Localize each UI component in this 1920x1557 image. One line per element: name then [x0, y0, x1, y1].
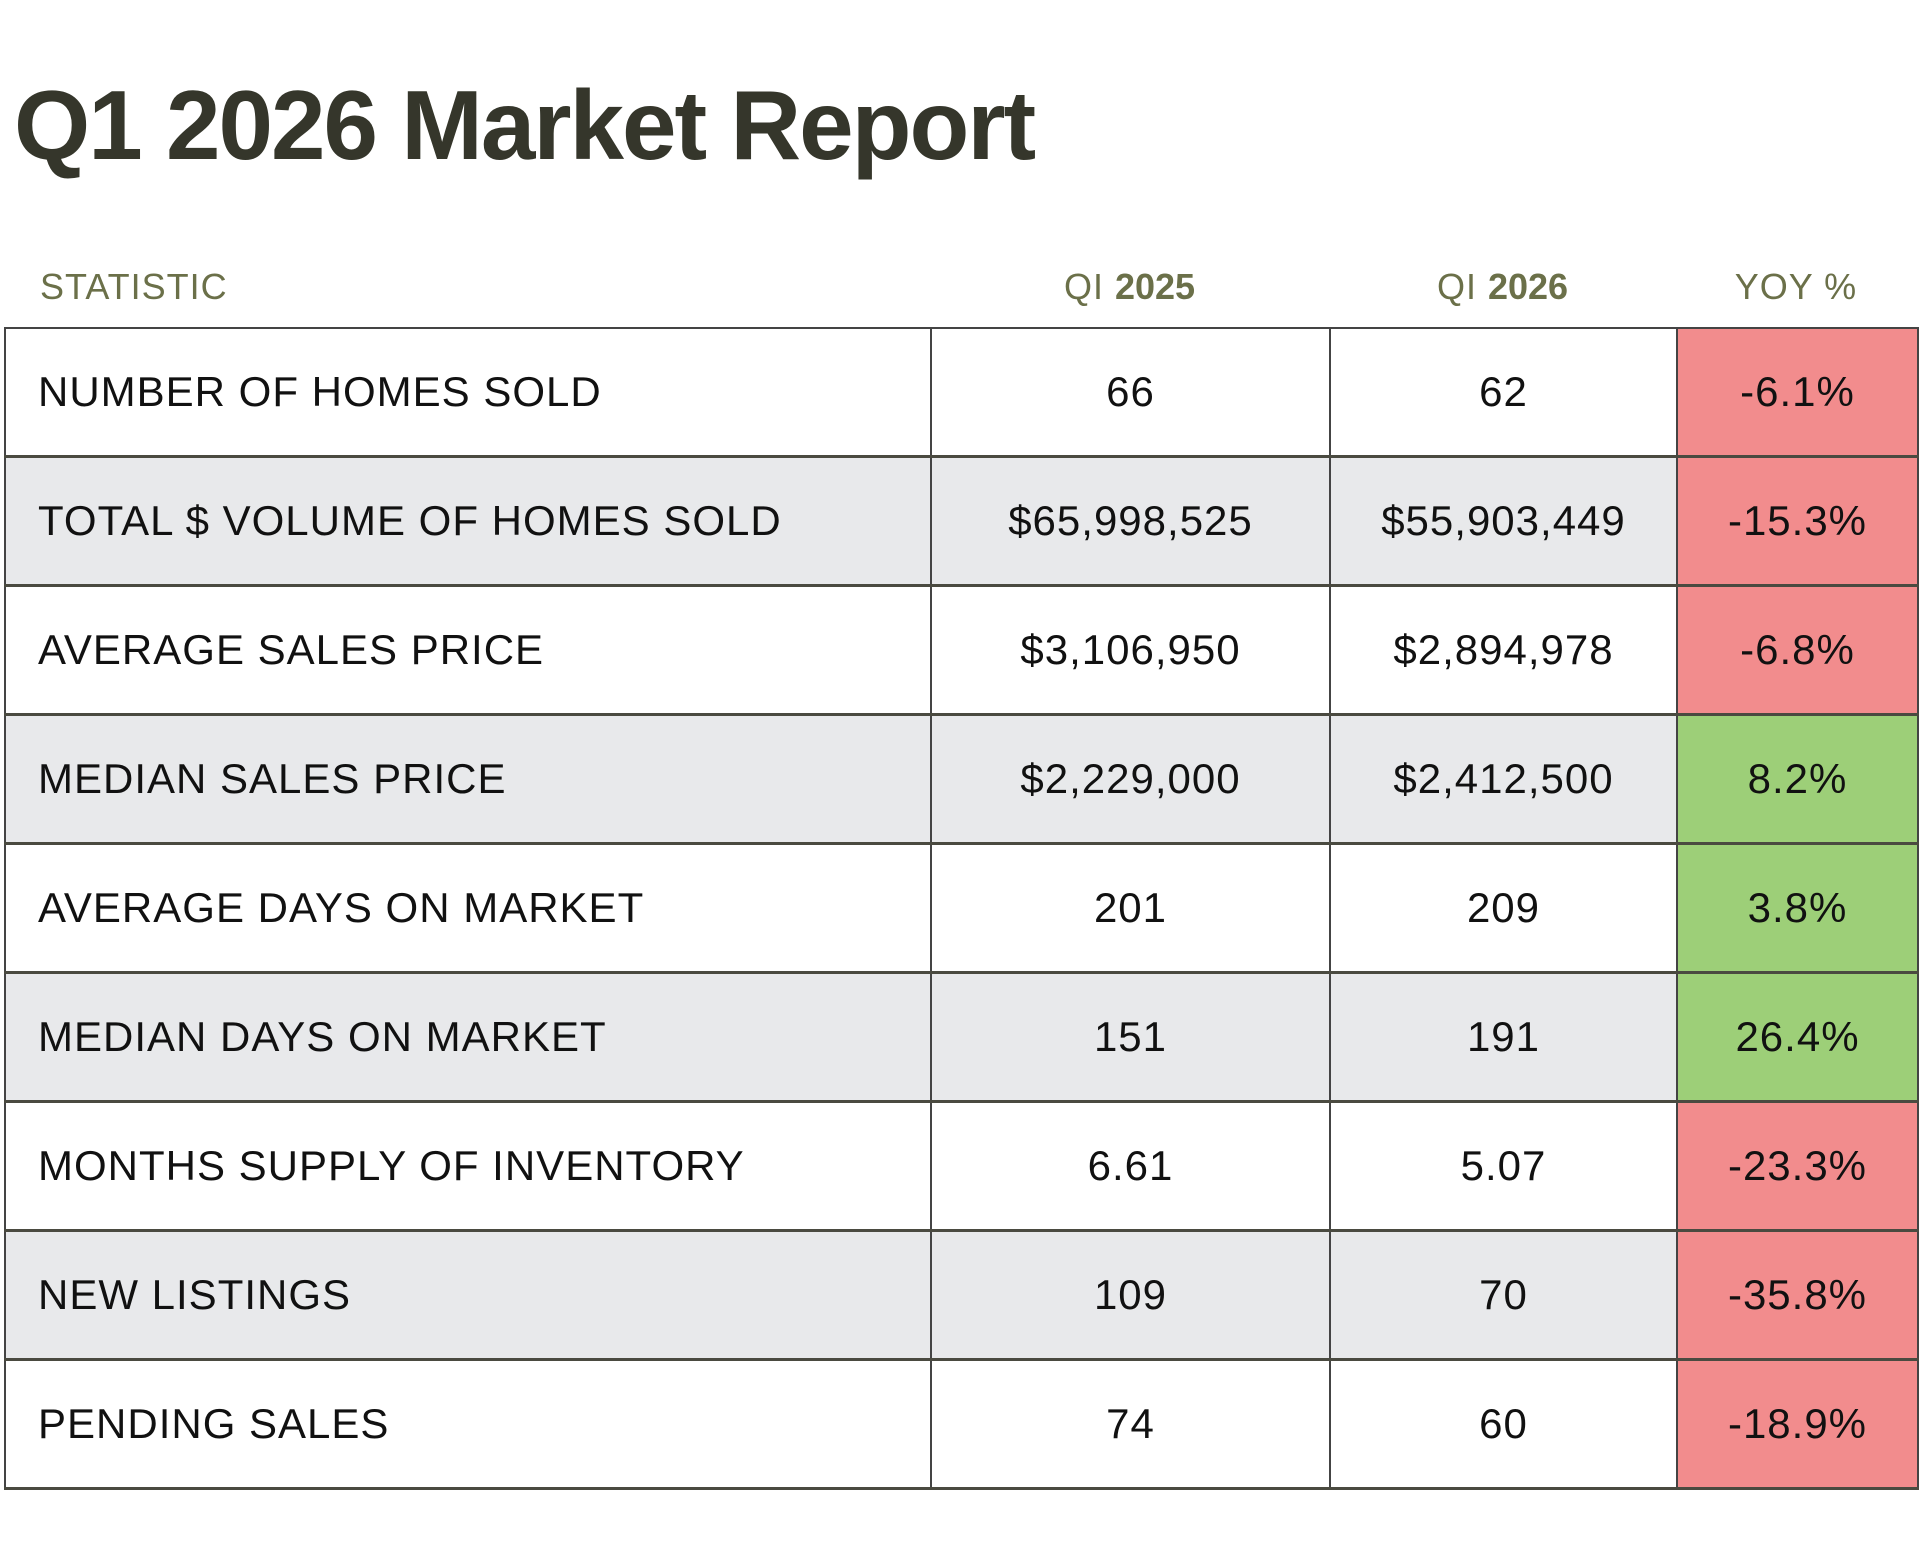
q1-2026-value: $2,412,500	[1329, 713, 1678, 845]
q1-2025-value: $3,106,950	[930, 584, 1331, 716]
column-header-statistic: STATISTIC	[40, 266, 228, 307]
table-row: TOTAL $ VOLUME OF HOMES SOLD $65,998,525 $…	[4, 455, 1919, 587]
q1-2026-value: 60	[1329, 1358, 1678, 1490]
table-row: PENDING SALES 74 60 -18.9%	[4, 1358, 1919, 1490]
table-row: MONTHS SUPPLY OF INVENTORY 6.61 5.07 -23.3%	[4, 1100, 1919, 1232]
yoy-change-value: -15.3%	[1676, 455, 1919, 587]
q1-2025-value: 201	[930, 842, 1331, 974]
column-header-q1-2026-year: 2026	[1487, 266, 1569, 307]
statistic-label: AVERAGE DAYS ON MARKET	[4, 842, 932, 974]
q1-2026-value: 5.07	[1329, 1100, 1678, 1232]
statistic-label: PENDING SALES	[4, 1358, 932, 1490]
column-header-q1-2025-year: 2025	[1114, 266, 1196, 307]
statistic-label: NEW LISTINGS	[4, 1229, 932, 1361]
column-header-q1-2025-prefix: QI	[1063, 266, 1115, 307]
table-row: MEDIAN DAYS ON MARKET 151 191 26.4%	[4, 971, 1919, 1103]
q1-2026-value: $55,903,449	[1329, 455, 1678, 587]
q1-2026-value: 70	[1329, 1229, 1678, 1361]
table-row: AVERAGE SALES PRICE $3,106,950 $2,894,978-…	[4, 584, 1919, 716]
statistic-label: TOTAL $ VOLUME OF HOMES SOLD	[4, 455, 932, 587]
table-row: NEW LISTINGS 109 70 -35.8%	[4, 1229, 1919, 1361]
q1-2025-value: 6.61	[930, 1100, 1331, 1232]
q1-2026-value: 191	[1329, 971, 1678, 1103]
q1-2026-value: 209	[1329, 842, 1678, 974]
statistic-label: MEDIAN DAYS ON MARKET	[4, 971, 932, 1103]
yoy-change-value: -35.8%	[1676, 1229, 1919, 1361]
page-title: Q1 2026 Market Report	[14, 70, 1036, 180]
table-body: NUMBER OF HOMES SOLD 66 62 -6.1% TOTAL $ VOL…	[4, 327, 1919, 1490]
q1-2026-value: $2,894,978	[1329, 584, 1678, 716]
statistic-label: AVERAGE SALES PRICE	[4, 584, 932, 716]
statistic-label: MONTHS SUPPLY OF INVENTORY	[4, 1100, 932, 1232]
table-row: NUMBER OF HOMES SOLD 66 62 -6.1%	[4, 327, 1919, 458]
q1-2026-value: 62	[1329, 327, 1678, 458]
yoy-change-value: -23.3%	[1676, 1100, 1919, 1232]
yoy-change-value: -6.1%	[1676, 327, 1919, 458]
yoy-change-value: 8.2%	[1676, 713, 1919, 845]
statistic-label: MEDIAN SALES PRICE	[4, 713, 932, 845]
yoy-change-value: -18.9%	[1676, 1358, 1919, 1490]
column-header-yoy: YOY %	[1734, 266, 1858, 307]
market-stats-table: NUMBER OF HOMES SOLD 66 62 -6.1% TOTAL $ VOL…	[4, 327, 1919, 1490]
q1-2025-value: 74	[930, 1358, 1331, 1490]
q1-2025-value: 66	[930, 327, 1331, 458]
column-header-q1-2025: QI 2025	[930, 262, 1329, 312]
table-row: MEDIAN SALES PRICE $2,229,000 $2,412,500 8.…	[4, 713, 1919, 845]
column-header-q1-2026-prefix: QI	[1436, 266, 1488, 307]
q1-2025-value: $65,998,525	[930, 455, 1331, 587]
yoy-change-value: -6.8%	[1676, 584, 1919, 716]
q1-2025-value: 109	[930, 1229, 1331, 1361]
column-header-q1-2026: QI 2026	[1329, 262, 1676, 312]
q1-2025-value: $2,229,000	[930, 713, 1331, 845]
statistic-label: NUMBER OF HOMES SOLD	[4, 327, 932, 458]
table-row: AVERAGE DAYS ON MARKET 201 209 3.8%	[4, 842, 1919, 974]
yoy-change-value: 3.8%	[1676, 842, 1919, 974]
yoy-change-value: 26.4%	[1676, 971, 1919, 1103]
q1-2025-value: 151	[930, 971, 1331, 1103]
